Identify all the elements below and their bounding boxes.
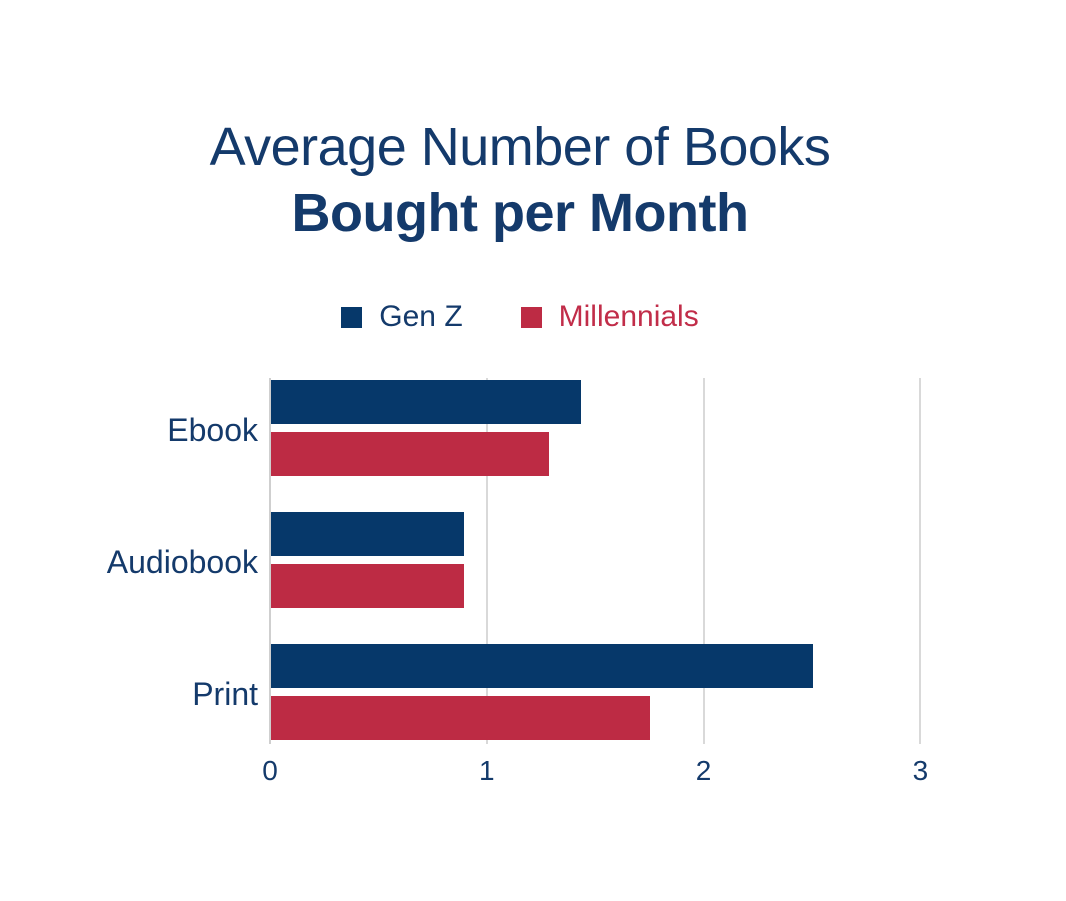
chart-legend: Gen Z Millennials [0,302,1040,332]
category-label-print: Print [192,676,258,712]
x-tick-label-2: 2 [695,755,712,786]
title-line-2: Bought per Month [291,183,749,243]
bar-millennials-audiobook [271,564,464,608]
x-tick-label-1: 1 [479,755,495,786]
legend-item-millennials: Millennials [520,300,699,333]
bar-gen-z-print [271,644,813,688]
legend-label-millennials: Millennials [558,300,699,333]
bar-gen-z-audiobook [271,512,464,556]
bar-millennials-ebook [271,432,549,476]
millennials-square-icon [520,306,542,328]
bar-gen-z-ebook [271,380,582,424]
gridline-x-1 [485,378,488,744]
page-title: Average Number of Books Bought per Month [0,120,1040,240]
category-label-audiobook: Audiobook [106,544,258,580]
x-tick-label-0: 0 [262,755,278,786]
gridline-x-2 [702,378,705,744]
x-tick-label-3: 3 [912,755,929,786]
bar-millennials-print [271,696,651,740]
legend-item-gen-z: Gen Z [341,300,463,333]
gridline-x-3 [919,378,922,744]
title-line-1: Average Number of Books [209,117,831,177]
legend-label-gen-z: Gen Z [379,300,463,333]
gridline-x-0 [269,378,271,744]
gen-z-square-icon [341,306,363,328]
category-label-ebook: Ebook [167,412,258,448]
